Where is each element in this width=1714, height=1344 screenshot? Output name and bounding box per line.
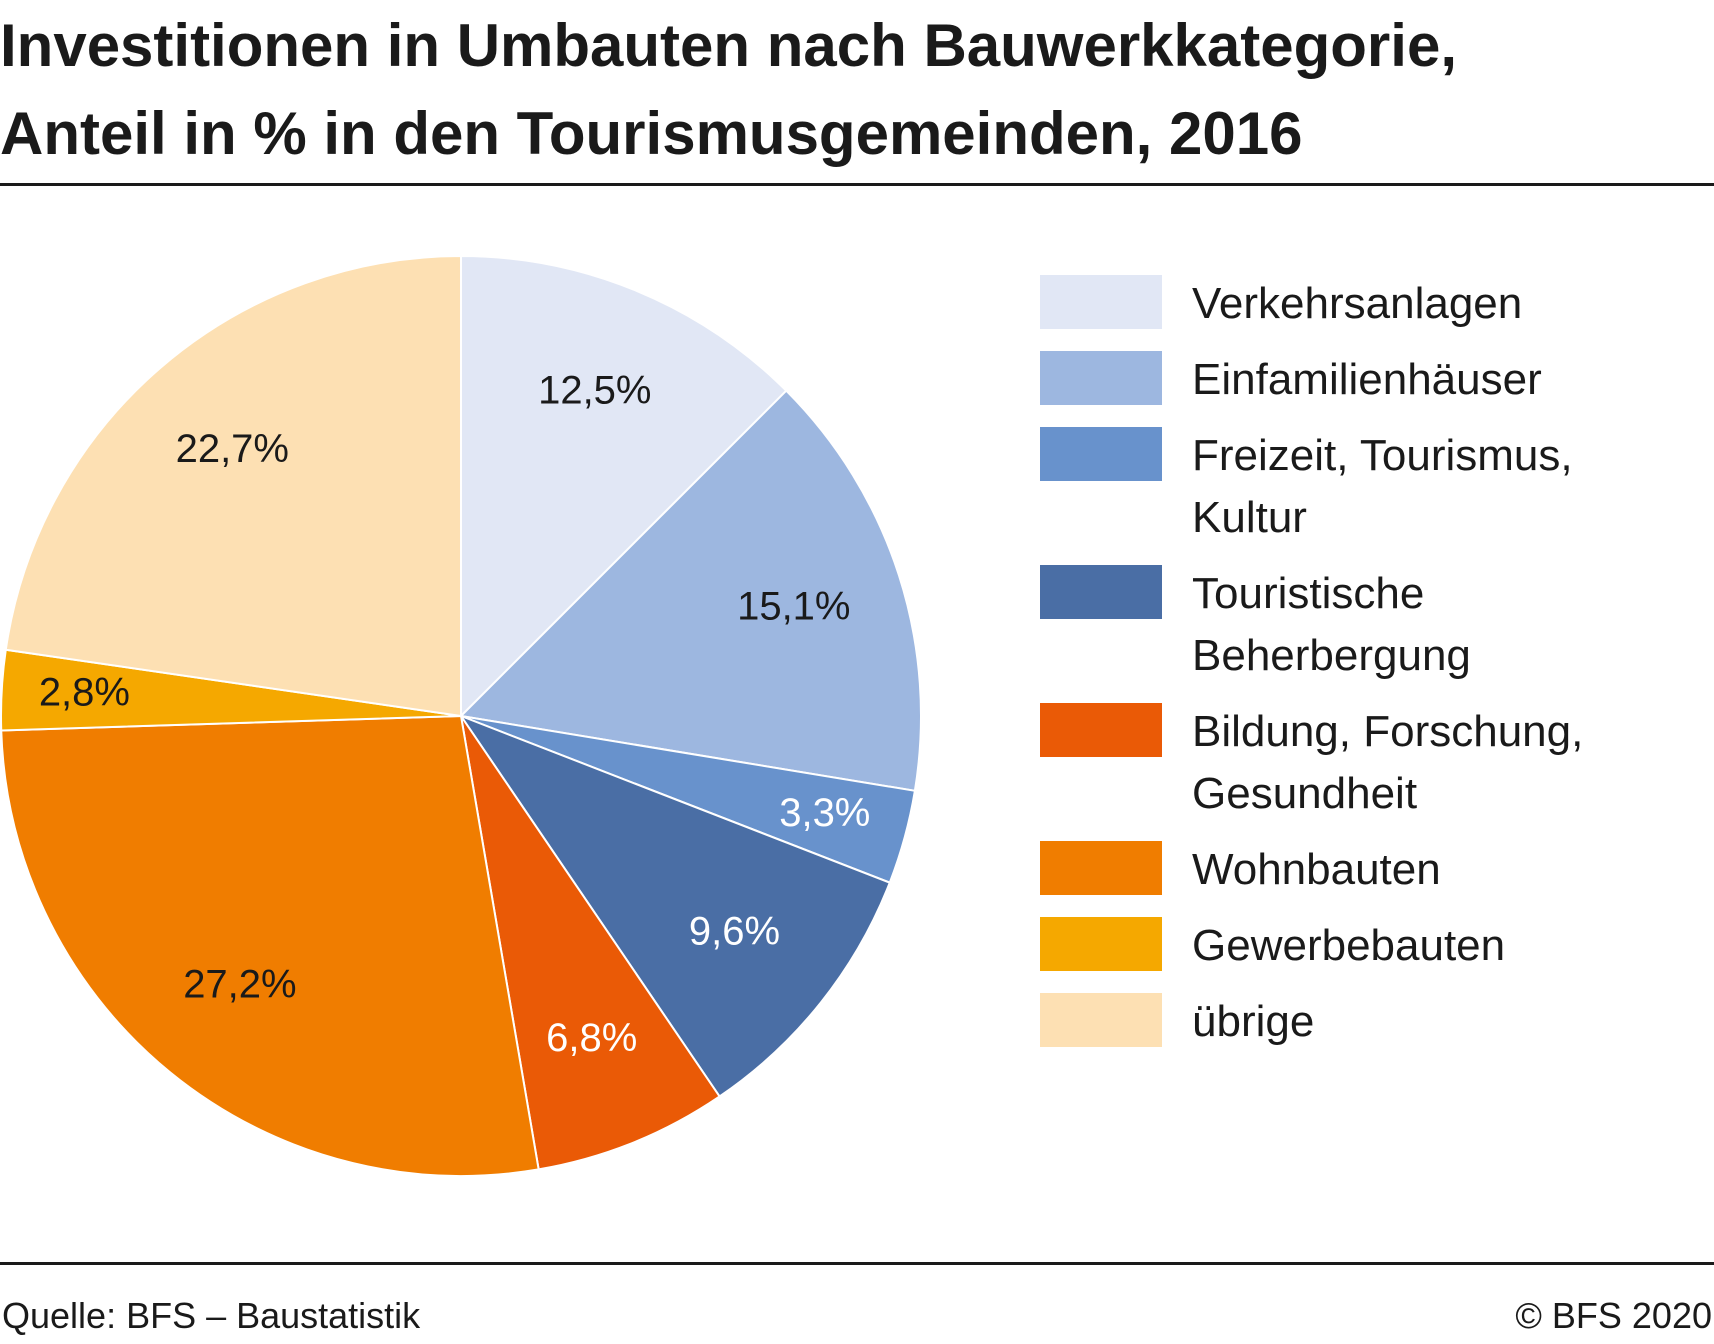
legend-label-verkehrsanlagen: Verkehrsanlagen bbox=[1192, 279, 1523, 328]
legend-swatch-freizeit-tourismus-kultur bbox=[1040, 427, 1162, 481]
bottom-rule bbox=[0, 1262, 1714, 1265]
source-note: Quelle: BFS – Baustatistik bbox=[2, 1295, 421, 1336]
legend-item-wohnbauten: Wohnbauten bbox=[1040, 839, 1700, 901]
legend-swatch-uebrige bbox=[1040, 993, 1162, 1047]
legend-label-bildung-forschung-gesundheit-line-1: Bildung, Forschung, bbox=[1192, 707, 1584, 756]
legend-item-bildung-forschung-gesundheit: Bildung, Forschung, Gesundheit bbox=[1040, 701, 1700, 825]
chart-title: Investitionen in Umbauten nach Bauwerkka… bbox=[0, 2, 1714, 178]
legend-item-uebrige: übrige bbox=[1040, 991, 1700, 1053]
legend-item-gewerbebauten: Gewerbebauten bbox=[1040, 915, 1700, 977]
pie-slice-touristische-beherbergung bbox=[458, 713, 892, 1098]
pie-slice-wohnbauten bbox=[0, 714, 540, 1177]
legend-label-freizeit-tourismus-kultur-line-2: Kultur bbox=[1192, 493, 1307, 542]
legend-label-einfamilienhaeuser: Einfamilienhäuser bbox=[1192, 355, 1542, 404]
legend-label-freizeit-tourismus-kultur-line-1: Freizeit, Tourismus, bbox=[1192, 431, 1573, 480]
legend-item-einfamilienhaeuser: Einfamilienhäuser bbox=[1040, 349, 1700, 411]
slice-label-einfamilienhaeuser: 15,1% bbox=[737, 585, 850, 629]
legend-label-uebrige: übrige bbox=[1192, 997, 1315, 1046]
pie-slice-bildung-forschung-gesundheit bbox=[460, 715, 721, 1171]
slice-label-uebrige: 22,7% bbox=[176, 427, 289, 471]
legend-swatch-verkehrsanlagen bbox=[1040, 275, 1162, 329]
legend-label-touristische-beherbergung-line-2: Beherbergung bbox=[1192, 631, 1471, 680]
legend-swatch-einfamilienhaeuser bbox=[1040, 351, 1162, 405]
slice-label-freizeit-tourismus-kultur: 3,3% bbox=[779, 791, 870, 835]
legend-swatch-touristische-beherbergung bbox=[1040, 565, 1162, 619]
copyright-note: © BFS 2020 bbox=[1515, 1295, 1712, 1336]
legend-item-touristische-beherbergung: Touristische Beherbergung bbox=[1040, 563, 1700, 687]
slice-label-gewerbebauten: 2,8% bbox=[39, 670, 130, 714]
title-line-2: Anteil in % in den Tourismusgemeinden, 2… bbox=[0, 100, 1303, 167]
legend-swatch-wohnbauten bbox=[1040, 841, 1162, 895]
pie-slice-uebrige bbox=[4, 254, 462, 718]
slice-label-wohnbauten: 27,2% bbox=[183, 962, 296, 1006]
legend-label-wohnbauten: Wohnbauten bbox=[1192, 845, 1441, 894]
legend-item-verkehrsanlagen: Verkehrsanlagen bbox=[1040, 273, 1700, 335]
pie-slice-einfamilienhaeuser bbox=[458, 389, 922, 792]
legend-item-freizeit-tourismus-kultur: Freizeit, Tourismus, Kultur bbox=[1040, 425, 1700, 549]
pie-slice-verkehrsanlagen bbox=[460, 254, 788, 719]
legend-swatch-gewerbebauten bbox=[1040, 917, 1162, 971]
legend-label-touristische-beherbergung-line-1: Touristische bbox=[1192, 569, 1425, 618]
slice-label-verkehrsanlagen: 12,5% bbox=[538, 369, 651, 413]
slice-label-bildung-forschung-gesundheit: 6,8% bbox=[546, 1016, 637, 1060]
top-rule bbox=[0, 183, 1714, 186]
legend-label-bildung-forschung-gesundheit-line-2: Gesundheit bbox=[1192, 769, 1418, 818]
legend-swatch-bildung-forschung-gesundheit bbox=[1040, 703, 1162, 757]
legend-label-gewerbebauten: Gewerbebauten bbox=[1192, 921, 1506, 970]
legend: Verkehrsanlagen Einfamilienhäuser Freize… bbox=[1040, 273, 1700, 1067]
slice-label-touristische-beherbergung: 9,6% bbox=[689, 909, 780, 953]
title-line-1: Investitionen in Umbauten nach Bauwerkka… bbox=[0, 12, 1457, 79]
